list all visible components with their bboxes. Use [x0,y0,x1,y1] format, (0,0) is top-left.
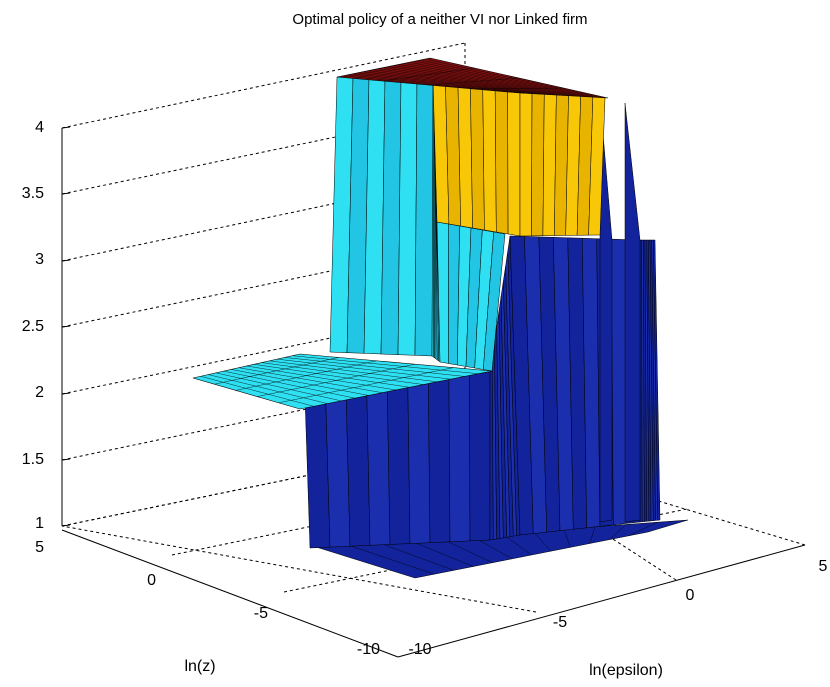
z-grid-line [61,42,466,129]
level-3-wall-strip [519,84,533,237]
chart-title: Optimal policy of a neither VI nor Linke… [292,11,587,28]
z-tick-label: 2.5 [22,318,44,335]
level-1-wall-strip [386,383,411,545]
y-axis-label: ln(z) [184,658,215,675]
z-tick-label: 1 [35,515,44,532]
level-2-wall-strip [483,231,506,372]
mesh-line [257,364,416,397]
mesh-line [439,537,493,563]
z-tick-mark [61,524,71,527]
z-tick-label: 4 [35,119,44,136]
level-1-wall-strip [366,386,391,546]
z-tick-mark [61,325,71,328]
mesh-line [628,522,658,537]
y-axis-line [61,529,399,658]
mesh-line [261,362,424,385]
surface [192,57,689,579]
z-tick-mark [61,259,71,262]
y-tick-label: -10 [357,641,380,658]
mesh-line [214,357,339,385]
mesh-line [408,540,474,567]
level-3-wall-strip [494,83,509,235]
mesh-line [208,374,328,404]
mesh-line [346,544,435,575]
level-1-wall-strip [653,239,661,521]
mesh-line [246,365,397,391]
level-2-wall-strip [414,79,434,357]
mesh-line [223,370,355,399]
mesh-line [563,528,571,548]
mesh-line [609,524,627,540]
z-tick-mark [61,126,71,129]
mesh-line [377,542,454,571]
level-2-wall-strip [397,78,418,356]
level-3-wall-strip [507,84,521,237]
level-1-spike [599,97,613,523]
level-3-wall-strip [531,86,545,237]
x-tick-label: -10 [408,641,431,658]
level-3-wall-strip [482,82,497,233]
mesh-line [231,369,369,396]
level-1-wall-strip [469,371,491,542]
z-tick-mark [61,392,71,395]
level-1-wall-strip [610,238,627,526]
x-tick-label: -5 [553,614,567,631]
x-axis-label: ln(epsilon) [589,662,663,679]
mesh-line [235,360,377,391]
mesh-line [238,367,383,393]
level-1-wall-strip [325,391,351,548]
z-tick-mark [61,458,71,461]
level-3-wall-strip [470,81,485,231]
mesh-line [474,87,564,90]
z-tick-label: 3.5 [22,185,44,202]
mesh-line [428,77,520,86]
x-tick-label: 0 [686,587,695,604]
level-1-wall-strip [345,389,371,547]
mesh-line [200,376,314,407]
mesh-line [382,67,475,82]
z-tick-label: 2 [35,384,44,401]
mesh-line [532,531,552,552]
level-1-wall-strip [448,374,471,543]
y-tick-label: 5 [35,539,44,556]
mesh-line [292,355,479,374]
y-tick-label: 0 [147,572,156,589]
mesh-line [215,372,342,402]
mesh-line [277,358,451,380]
level-1-spike [624,102,641,523]
level-1-wall-strip [407,380,431,544]
mesh-line [278,367,454,403]
x-axis-line [397,544,806,658]
z-tick-label: 3 [35,251,44,268]
floor-grid-line [61,525,537,613]
x-tick-label: 5 [819,558,828,575]
axes [61,126,806,658]
mesh-line [269,360,438,383]
mesh-line [284,357,465,377]
y-tick-label: -5 [254,605,268,622]
mesh-line [589,526,596,544]
level-1-wall-strip [428,377,451,543]
mesh-line [254,364,410,388]
z-tick-label: 1.5 [22,451,44,468]
z-tick-mark [61,192,71,195]
